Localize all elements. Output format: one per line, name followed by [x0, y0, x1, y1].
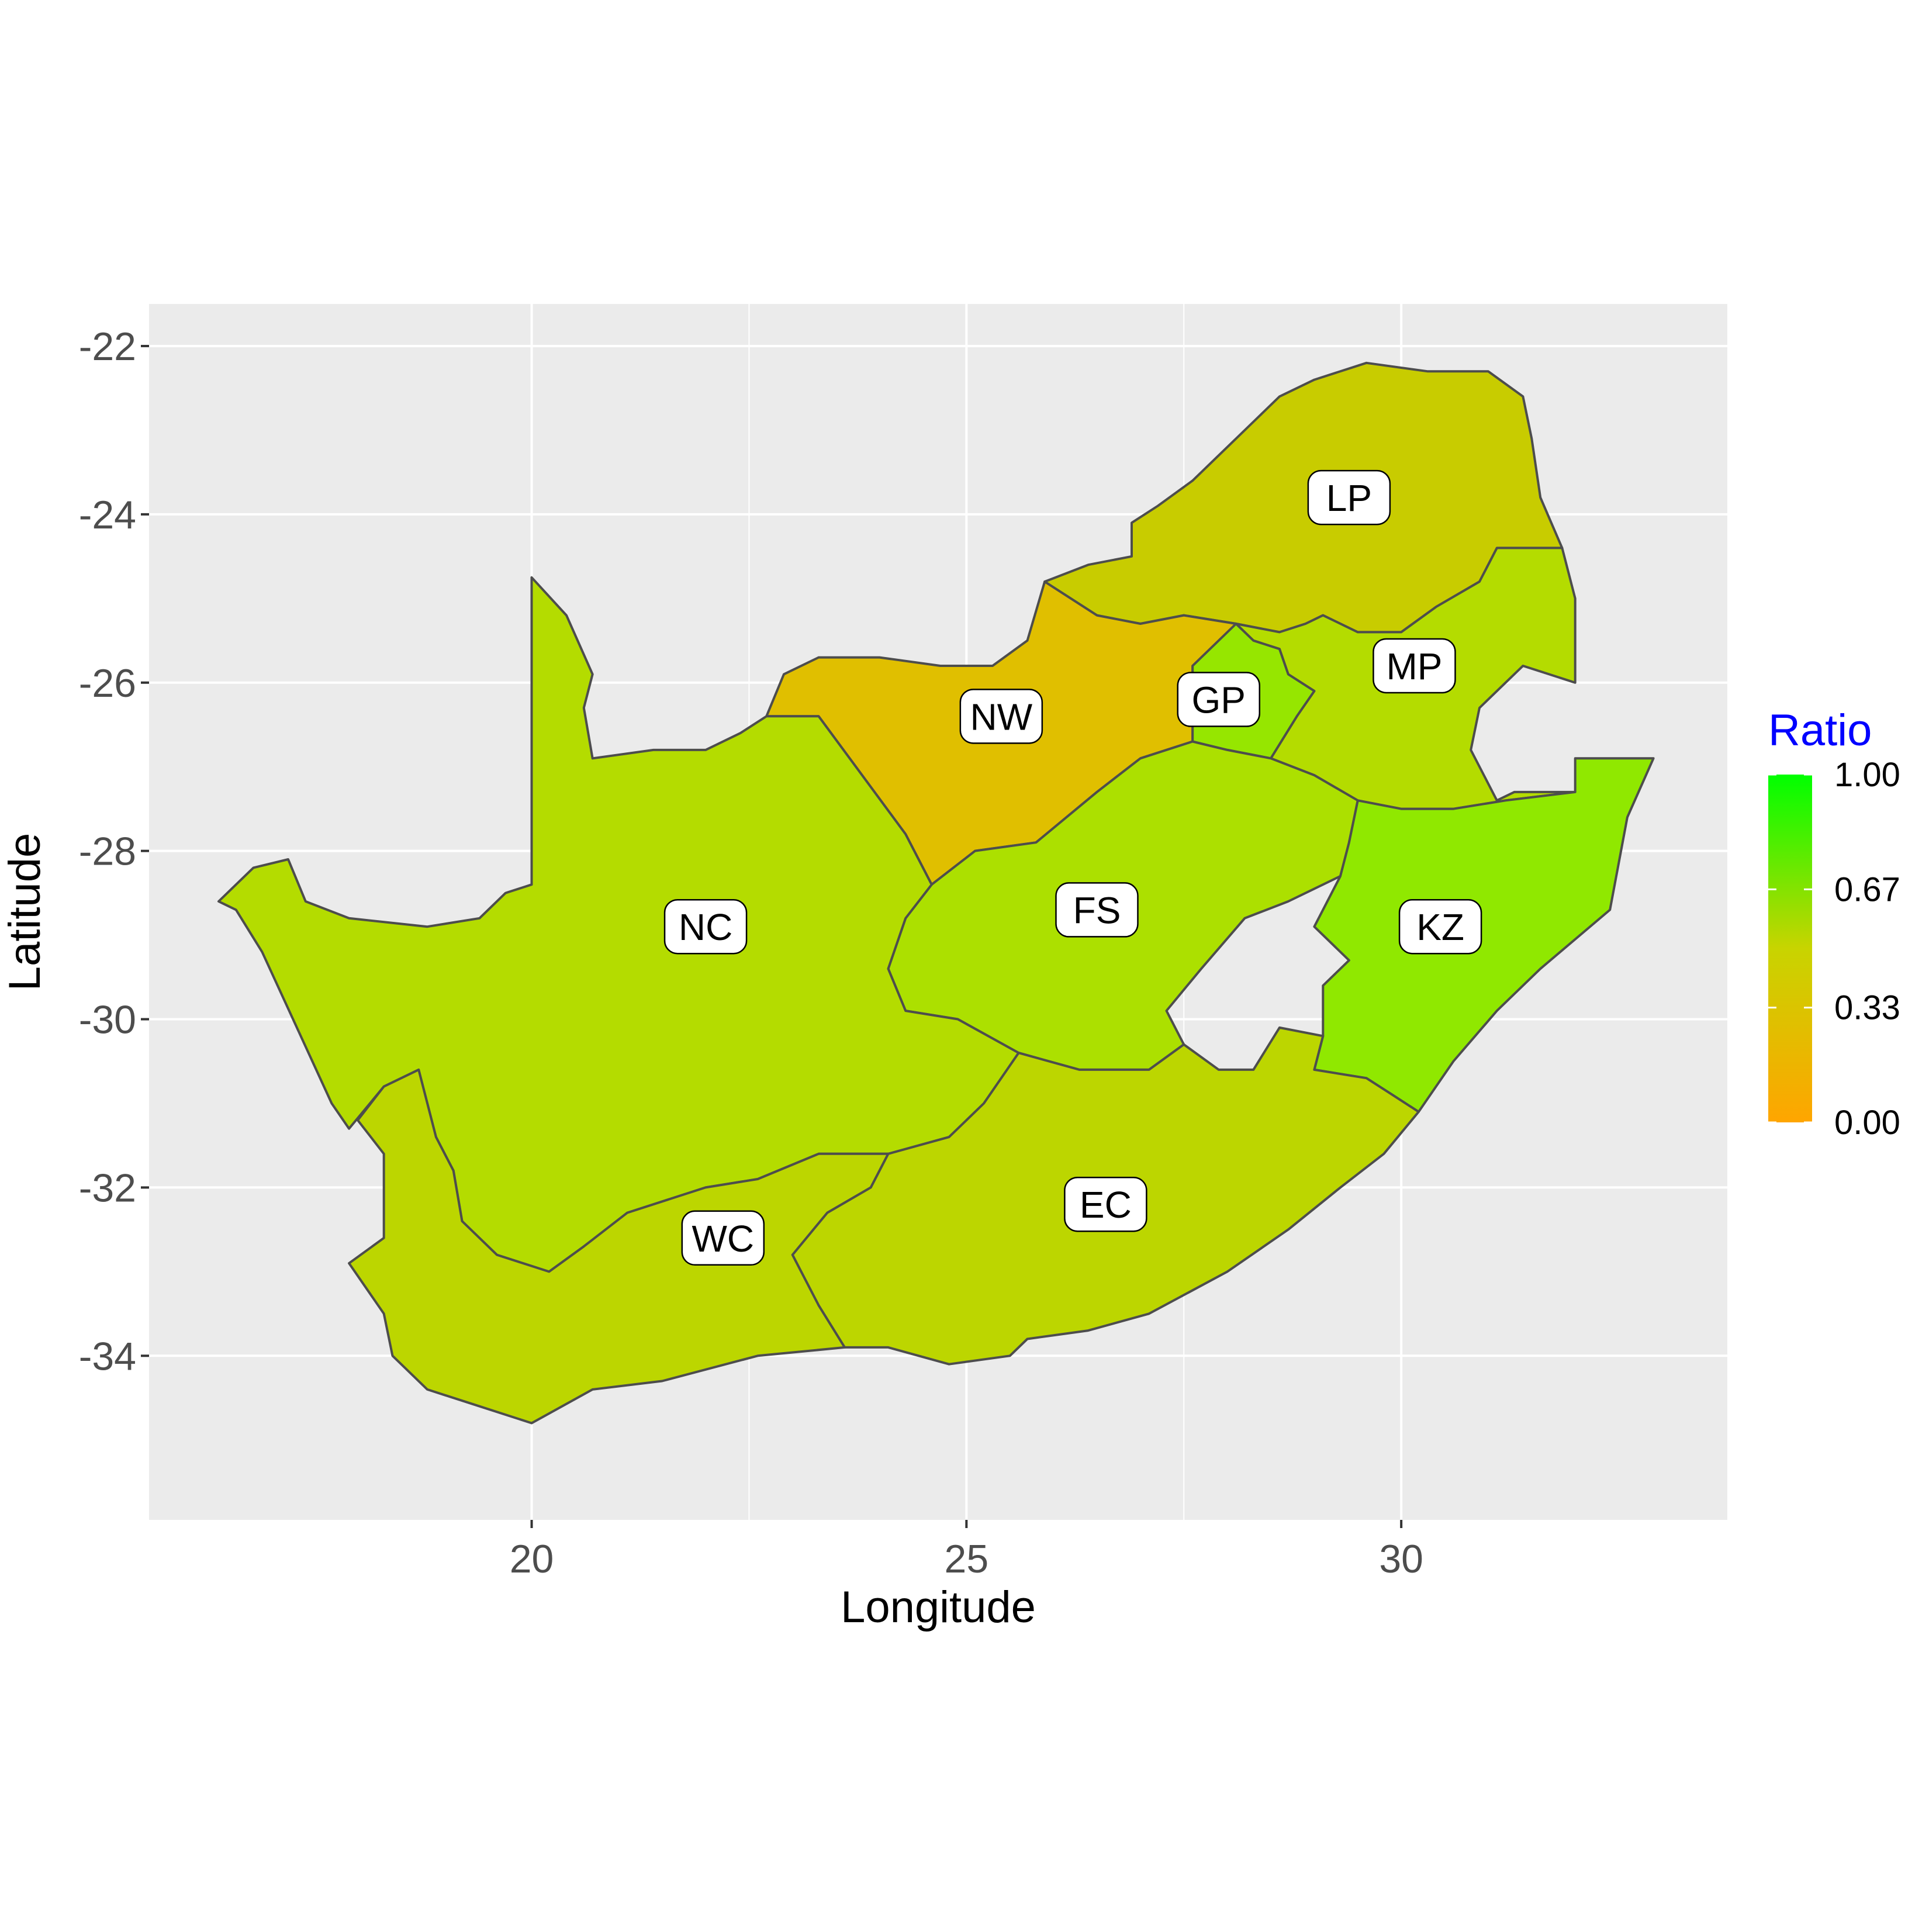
region-label-mp: MP — [1373, 638, 1456, 694]
y-tick-label: -30 — [79, 998, 136, 1042]
y-tick-label: -34 — [79, 1334, 136, 1378]
label-text: NC — [679, 906, 732, 948]
label-box — [1055, 882, 1139, 938]
label-text: KZ — [1416, 906, 1464, 948]
region-label-fs: FS — [1055, 882, 1139, 938]
label-text: EC — [1080, 1184, 1132, 1226]
y-tick-label: -24 — [79, 493, 136, 537]
legend-tick-label: 1.00 — [1834, 756, 1900, 794]
label-text: FS — [1073, 889, 1121, 931]
label-box — [959, 689, 1043, 744]
region-label-lp: LP — [1307, 469, 1391, 526]
region-kz — [1313, 757, 1655, 1113]
label-text: NW — [970, 696, 1033, 738]
legend-ticks: 1.00 0.67 0.33 0.00 — [1768, 756, 1900, 1142]
legend-tick-label: 0.33 — [1834, 989, 1900, 1027]
y-axis-ticks: -22 -24 -26 -28 -30 -32 -34 — [79, 324, 149, 1378]
y-tick-label: -26 — [79, 661, 136, 706]
y-tick-label: -32 — [79, 1166, 136, 1210]
label-box — [681, 1210, 765, 1266]
legend-tick-label: 0.67 — [1834, 870, 1900, 908]
legend-colorbar — [1768, 775, 1812, 1122]
x-tick-label: 20 — [510, 1537, 554, 1581]
label-text: GP — [1192, 679, 1246, 721]
x-axis-ticks: 20 25 30 — [510, 1520, 1423, 1581]
province-labels: LP MP GP NW FS KZ NC WC EC — [663, 469, 1482, 1266]
label-text: WC — [692, 1218, 755, 1260]
region-label-kz: KZ — [1398, 898, 1482, 955]
region-label-nw: NW — [959, 689, 1043, 744]
region-label-ec: EC — [1064, 1176, 1147, 1232]
region-label-nc: NC — [663, 898, 748, 955]
label-box — [663, 898, 748, 955]
x-tick-label: 25 — [945, 1537, 989, 1581]
region-label-wc: WC — [681, 1210, 765, 1266]
label-box — [1177, 672, 1261, 727]
label-box — [1398, 898, 1482, 955]
x-axis-title: Longitude — [841, 1582, 1036, 1632]
y-axis-title: Latitude — [0, 833, 50, 991]
legend: Ratio 1.00 0.67 0.33 0.00 — [1768, 706, 1900, 1142]
label-box — [1373, 638, 1456, 694]
y-tick-label: -28 — [79, 830, 136, 874]
label-text: MP — [1386, 645, 1442, 687]
label-text: LP — [1326, 477, 1372, 519]
region-label-gp: GP — [1177, 672, 1261, 727]
label-box — [1307, 469, 1391, 526]
label-box — [1064, 1176, 1147, 1232]
x-tick-label: 30 — [1379, 1537, 1423, 1581]
y-tick-label: -22 — [79, 324, 136, 369]
legend-title: Ratio — [1768, 706, 1872, 755]
legend-tick-label: 0.00 — [1834, 1104, 1900, 1142]
